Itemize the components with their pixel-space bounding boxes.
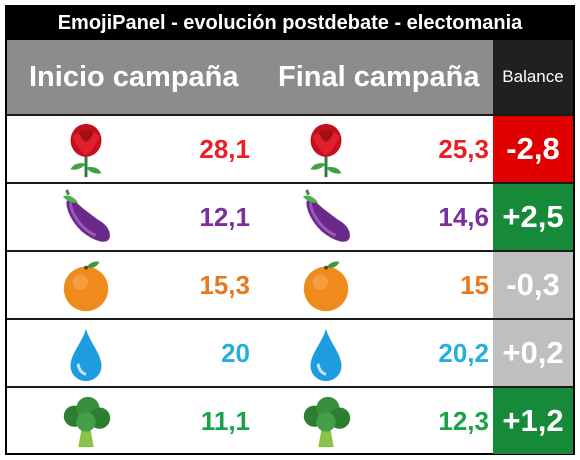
droplet-icon bbox=[297, 325, 355, 383]
start-value: 20 bbox=[221, 338, 250, 368]
emoji-panel: EmojiPanel - evolución postdebate - elec… bbox=[5, 5, 575, 455]
end-value: 25,3 bbox=[438, 134, 489, 164]
start-value: 28,1 bbox=[199, 134, 250, 164]
end-value: 14,6 bbox=[438, 202, 489, 232]
balance-value: -0,3 bbox=[493, 252, 573, 318]
droplet-icon bbox=[57, 325, 115, 383]
rose-icon bbox=[57, 121, 115, 179]
eggplant-icon bbox=[297, 189, 355, 247]
table-row: 11,1 12,3 +1,2 bbox=[7, 386, 573, 454]
end-value: 20,2 bbox=[438, 338, 489, 368]
orange-icon bbox=[297, 257, 355, 315]
balance-value: +2,5 bbox=[493, 184, 573, 250]
end-value: 15 bbox=[460, 270, 489, 300]
start-value: 12,1 bbox=[199, 202, 250, 232]
table-row: 15,3 15 -0,3 bbox=[7, 250, 573, 318]
table-row: 28,1 25,3 -2,8 bbox=[7, 114, 573, 182]
header-end-campaign: Final campaña bbox=[250, 40, 493, 114]
end-value: 12,3 bbox=[438, 406, 489, 436]
header-balance: Balance bbox=[493, 40, 573, 114]
table-row: 12,1 14,6 +2,5 bbox=[7, 182, 573, 250]
panel-title: EmojiPanel - evolución postdebate - elec… bbox=[7, 7, 573, 40]
rose-icon bbox=[297, 121, 355, 179]
balance-value: -2,8 bbox=[493, 116, 573, 182]
start-value: 15,3 bbox=[199, 270, 250, 300]
balance-value: +1,2 bbox=[493, 388, 573, 454]
balance-value: +0,2 bbox=[493, 320, 573, 386]
broccoli-icon bbox=[57, 393, 115, 451]
eggplant-icon bbox=[57, 189, 115, 247]
broccoli-icon bbox=[297, 393, 355, 451]
header-start-campaign: Inicio campaña bbox=[7, 40, 250, 114]
start-value: 11,1 bbox=[200, 406, 250, 436]
table-row: 20 20,2 +0,2 bbox=[7, 318, 573, 386]
orange-icon bbox=[57, 257, 115, 315]
